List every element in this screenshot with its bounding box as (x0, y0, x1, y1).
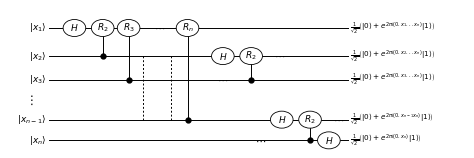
Text: $R_2$: $R_2$ (97, 22, 109, 34)
Text: $H$: $H$ (325, 135, 333, 146)
Text: $\frac{1}{\sqrt{2}}\left(|0\rangle + e^{2\pi i(0.x_2...x_n)}|1\rangle\right)$: $\frac{1}{\sqrt{2}}\left(|0\rangle + e^{… (350, 48, 435, 64)
Ellipse shape (63, 19, 86, 36)
Text: $\frac{1}{\sqrt{2}}\left(|0\rangle + e^{2\pi i(0.x_3...x_n)}|1\rangle\right)$: $\frac{1}{\sqrt{2}}\left(|0\rangle + e^{… (350, 72, 435, 88)
Text: $|x_1\rangle$: $|x_1\rangle$ (29, 21, 46, 34)
Ellipse shape (91, 19, 114, 36)
Ellipse shape (176, 19, 199, 36)
Text: $|x_3\rangle$: $|x_3\rangle$ (29, 73, 46, 86)
Text: $R_3$: $R_3$ (123, 22, 135, 34)
Ellipse shape (240, 48, 263, 65)
Text: $\frac{1}{\sqrt{2}}\left(|0\rangle + e^{2\pi i(0.x_n)}|1\rangle\right)$: $\frac{1}{\sqrt{2}}\left(|0\rangle + e^{… (350, 133, 422, 148)
Text: $R_2$: $R_2$ (304, 113, 316, 126)
Text: $\frac{1}{\sqrt{2}}\left(|0\rangle + e^{2\pi i(0.x_{n-1}x_n)}|1\rangle\right)$: $\frac{1}{\sqrt{2}}\left(|0\rangle + e^{… (350, 112, 434, 127)
Text: $\vdots$: $\vdots$ (26, 94, 34, 107)
Text: $|x_{n-1}\rangle$: $|x_{n-1}\rangle$ (17, 113, 46, 126)
Ellipse shape (271, 111, 293, 128)
Text: $\cdots$: $\cdots$ (217, 75, 228, 85)
Text: $\cdots$: $\cdots$ (255, 135, 266, 145)
Text: $|x_2\rangle$: $|x_2\rangle$ (29, 50, 46, 63)
Text: $\frac{1}{\sqrt{2}}\left(|0\rangle + e^{2\pi i(0.x_1...x_n)}|1\rangle\right)$: $\frac{1}{\sqrt{2}}\left(|0\rangle + e^{… (350, 20, 435, 36)
Text: $R_2$: $R_2$ (246, 50, 257, 62)
Text: $\cdots$: $\cdots$ (274, 51, 285, 61)
Ellipse shape (117, 19, 140, 36)
Ellipse shape (211, 48, 234, 65)
Text: $H$: $H$ (219, 51, 227, 62)
Text: $\cdots$: $\cdots$ (154, 23, 165, 33)
Text: $R_n$: $R_n$ (182, 22, 193, 34)
Text: $|x_n\rangle$: $|x_n\rangle$ (29, 134, 46, 147)
Text: $H$: $H$ (70, 22, 79, 33)
Ellipse shape (299, 111, 321, 128)
Text: $\cdots$: $\cdots$ (333, 115, 344, 125)
Text: $H$: $H$ (277, 114, 286, 125)
Ellipse shape (318, 132, 340, 149)
